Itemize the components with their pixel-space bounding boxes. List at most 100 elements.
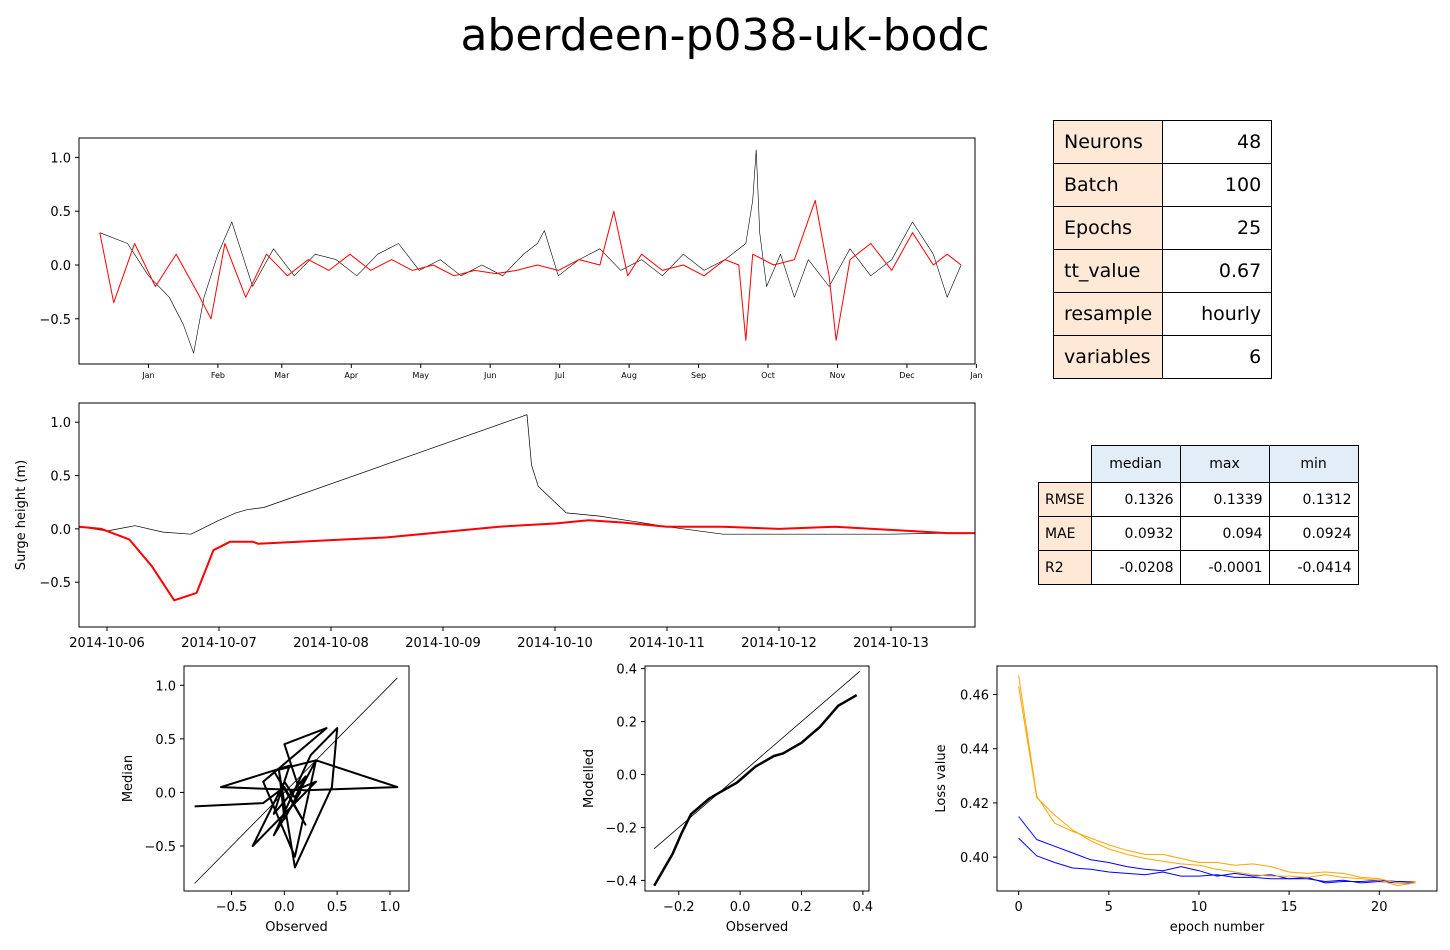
reference-line <box>653 670 861 849</box>
plot-area <box>194 677 399 884</box>
metrics-row-label: MAE <box>1038 516 1092 551</box>
x-tick-label: Mar <box>274 371 290 380</box>
plot-area <box>79 414 975 602</box>
x-tick-label: 0.0 <box>274 900 295 915</box>
y-tick-label: 0.40 <box>960 851 989 866</box>
x-tick-label: 10 <box>1191 900 1208 915</box>
metrics-cell: 0.0924 <box>1268 516 1359 551</box>
param-row: resample hourly <box>1052 292 1273 336</box>
param-key: resample <box>1052 292 1164 336</box>
param-value: hourly <box>1162 292 1273 336</box>
y-tick-label: 0.42 <box>960 797 989 812</box>
x-tick-label: 2014-10-09 <box>405 636 481 651</box>
metrics-row: MAE 0.0932 0.094 0.0924 <box>1038 516 1359 551</box>
series-line <box>79 414 975 535</box>
y-tick-label: 0.44 <box>960 743 989 758</box>
metrics-corner <box>1038 445 1092 483</box>
chart-zoom: 2014-10-06 2014-10-07 2014-10-08 2014-10-09… <box>14 402 976 651</box>
chart-scatter: −0.5 0.0 0.5 1.0 −0.5 0.0 0.5 1.0 Observed Median <box>121 665 410 935</box>
metrics-cell: -0.0001 <box>1179 550 1270 585</box>
y-axis-label: Surge height (m) <box>14 460 29 570</box>
y-tick-label: 0.46 <box>960 688 989 703</box>
plot-area <box>1018 675 1416 887</box>
axes-frame <box>78 137 976 365</box>
metrics-cell: 0.1312 <box>1268 482 1359 517</box>
param-value: 25 <box>1162 206 1273 250</box>
param-row: tt_value 0.67 <box>1052 249 1273 293</box>
x-tick-label: 2014-10-06 <box>69 636 145 651</box>
y-tick-label: 0.0 <box>616 769 637 784</box>
param-value: 100 <box>1162 163 1273 207</box>
x-tick-label: 5 <box>1105 900 1113 915</box>
x-tick-label: −0.2 <box>663 900 695 915</box>
x-tick-label: Jun <box>483 371 497 380</box>
y-tick-label: 0.2 <box>616 716 637 731</box>
metrics-cell: 0.094 <box>1179 516 1270 551</box>
y-tick-label: 0.0 <box>50 259 71 274</box>
y-tick-label: −0.5 <box>39 313 71 328</box>
param-value: 0.67 <box>1162 249 1273 293</box>
y-tick-label: −0.5 <box>39 576 71 591</box>
series-line <box>194 727 399 869</box>
x-tick-label: Jan <box>969 371 982 380</box>
series-line <box>1018 816 1416 884</box>
metrics-row: RMSE 0.1326 0.1339 0.1312 <box>1038 482 1359 517</box>
series-line <box>79 519 975 602</box>
metrics-row: R2 -0.0208 -0.0001 -0.0414 <box>1038 550 1359 585</box>
chart-qq: −0.2 0.0 0.2 0.4 −0.4 −0.2 0.0 0.2 0.4 Observed Mo… <box>582 663 873 935</box>
series-line <box>1018 675 1416 884</box>
x-tick-label: 0.5 <box>327 900 348 915</box>
x-tick-label: 2014-10-13 <box>853 636 929 651</box>
metrics-column-header: max <box>1179 445 1270 483</box>
x-tick-label: 2014-10-08 <box>293 636 369 651</box>
x-axis-label: Observed <box>265 920 328 935</box>
metrics-cell: 0.1326 <box>1090 482 1181 517</box>
y-tick-label: 1.0 <box>155 679 176 694</box>
x-tick-label: Oct <box>761 371 775 380</box>
x-tick-label: 2014-10-10 <box>517 636 593 651</box>
param-key: variables <box>1052 335 1164 379</box>
x-tick-label: 0.2 <box>791 900 812 915</box>
chart-year: Jan Feb Mar Apr May Jun Jul Aug Sep Oct Nov Dec Jan −… <box>39 137 983 380</box>
x-axis-label: epoch number <box>1170 920 1265 935</box>
metrics-row-label: RMSE <box>1038 482 1092 517</box>
y-tick-label: 0.0 <box>155 786 176 801</box>
y-tick-label: −0.2 <box>605 821 637 836</box>
series-line <box>99 149 962 354</box>
x-axis-label: Observed <box>726 920 789 935</box>
metrics-cell: -0.0414 <box>1268 550 1359 585</box>
axes-frame <box>644 665 870 892</box>
y-tick-label: 0.5 <box>155 733 176 748</box>
x-tick-label: Nov <box>830 371 846 380</box>
axes-frame <box>996 665 1438 892</box>
axes-frame <box>78 402 976 628</box>
x-tick-label: Jan <box>141 371 154 380</box>
x-tick-label: 20 <box>1371 900 1388 915</box>
x-tick-label: 2014-10-12 <box>741 636 817 651</box>
plot-area <box>653 670 861 887</box>
param-key: tt_value <box>1052 249 1164 293</box>
y-tick-label: −0.4 <box>605 874 637 889</box>
param-key: Neurons <box>1052 120 1164 164</box>
metrics-row-label: R2 <box>1038 550 1092 585</box>
page-title: aberdeen-p038-uk-bodc <box>460 10 990 61</box>
param-row: Batch 100 <box>1052 163 1273 207</box>
metrics-column-header: median <box>1090 445 1181 483</box>
axes-frame <box>183 665 410 892</box>
parameters-table: Neurons 48 Batch 100 Epochs 25 tt_value 0.67 res… <box>1052 120 1273 379</box>
x-tick-label: Apr <box>344 371 359 380</box>
x-tick-label: 0.4 <box>853 900 874 915</box>
chart-loss: 0 5 10 15 20 0.40 0.42 0.44 0.46 epoch number Loss… <box>934 665 1438 935</box>
y-tick-label: 0.5 <box>50 470 71 485</box>
param-key: Epochs <box>1052 206 1164 250</box>
y-tick-label: 0.0 <box>50 523 71 538</box>
y-axis-label: Median <box>121 755 136 802</box>
x-tick-label: 1.0 <box>380 900 401 915</box>
x-tick-label: 2014-10-11 <box>629 636 705 651</box>
y-axis-label: Loss value <box>934 744 949 812</box>
x-tick-label: Dec <box>899 371 914 380</box>
series-line <box>1018 686 1416 887</box>
param-key: Batch <box>1052 163 1164 207</box>
x-tick-label: Aug <box>621 371 637 380</box>
